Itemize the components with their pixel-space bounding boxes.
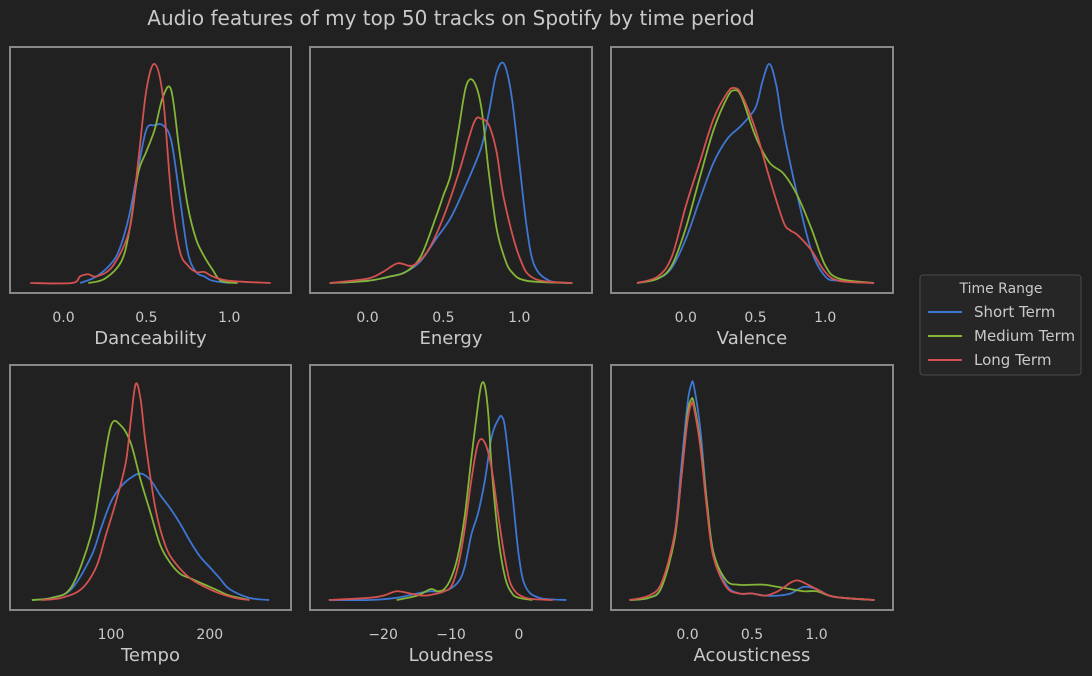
x-tick-label: 0.5 xyxy=(744,310,766,326)
legend-box xyxy=(919,274,1082,376)
legend-entry: Long Term xyxy=(928,351,1051,369)
legend: Time Range Short Term Medium Term Long Ter… xyxy=(919,274,1082,376)
legend-entries: Short Term Medium Term Long Term xyxy=(928,303,1075,369)
subplot-frame xyxy=(9,46,292,294)
series-line-medium-term xyxy=(329,78,573,284)
chart-title: Audio features of my top 50 tracks on Sp… xyxy=(147,6,754,30)
x-axis-label: Energy xyxy=(419,328,482,349)
x-tick-label: 0.5 xyxy=(741,627,763,643)
subplot-danceability: 0.0 0.5 1.0 Danceability xyxy=(9,46,292,349)
x-tick-label: 1.0 xyxy=(218,310,240,326)
series-line-long-term xyxy=(328,438,553,601)
subplot-valence: 0.0 0.5 1.0 Valence xyxy=(610,46,894,349)
x-tick-label: 0.0 xyxy=(356,310,378,326)
x-tick-label: 1.0 xyxy=(805,627,827,643)
legend-label: Medium Term xyxy=(974,327,1075,345)
x-tick-label: 0.0 xyxy=(675,310,697,326)
x-axis-label: Valence xyxy=(717,328,787,349)
series-line-short-term xyxy=(328,414,567,602)
series-line-medium-term xyxy=(396,381,533,601)
x-tick-label: 1.0 xyxy=(814,310,836,326)
legend-entry: Short Term xyxy=(928,303,1055,321)
series-line-medium-term xyxy=(636,89,875,284)
x-axis-label: Danceability xyxy=(94,328,207,349)
x-tick-label: 0.0 xyxy=(52,310,74,326)
x-axis-label: Tempo xyxy=(120,645,180,666)
x-axis-label: Loudness xyxy=(409,645,494,666)
subplot-loudness: −20 −10 0 Loudness xyxy=(309,364,593,666)
subplot-frame xyxy=(610,364,894,611)
series-line-long-term xyxy=(629,401,875,601)
x-tick-label: 0.5 xyxy=(432,310,454,326)
legend-title: Time Range xyxy=(958,281,1042,297)
series-line-long-term xyxy=(41,382,250,601)
x-axis-label: Acousticness xyxy=(694,645,811,666)
x-tick-label: −20 xyxy=(368,627,398,643)
legend-label: Long Term xyxy=(974,351,1051,369)
x-tick-label: 200 xyxy=(196,627,223,643)
series-line-medium-term xyxy=(31,419,250,601)
subplot-energy: 0.0 0.5 1.0 Energy xyxy=(309,46,593,349)
series-line-medium-term xyxy=(88,85,238,284)
series-line-short-term xyxy=(31,472,270,601)
legend-label: Short Term xyxy=(974,303,1055,321)
x-tick-label: 100 xyxy=(98,627,125,643)
x-tick-label: 0.5 xyxy=(135,310,157,326)
subplot-acousticness: 0.0 0.5 1.0 Acousticness xyxy=(610,364,894,666)
series-line-short-term xyxy=(79,123,230,284)
x-tick-label: 0.0 xyxy=(676,627,698,643)
subplot-frame xyxy=(610,46,894,294)
x-tick-label: 0 xyxy=(514,627,523,643)
series-line-long-term xyxy=(329,116,573,284)
series-line-long-term xyxy=(636,86,875,284)
x-tick-label: 1.0 xyxy=(508,310,530,326)
x-tick-label: −10 xyxy=(436,627,466,643)
subplot-tempo: 100 200 Tempo xyxy=(9,364,292,666)
subplot-frame xyxy=(309,46,593,294)
legend-entry: Medium Term xyxy=(928,327,1075,345)
subplot-frame xyxy=(9,364,292,611)
series-line-long-term xyxy=(30,63,271,285)
subplot-frame xyxy=(309,364,593,611)
